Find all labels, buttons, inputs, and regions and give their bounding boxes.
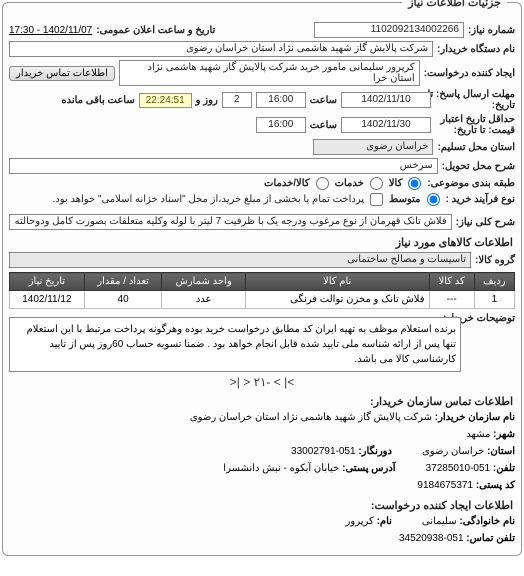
td-3: عدد bbox=[162, 291, 245, 309]
budget-row-label: طبقه بندی موضوعی: bbox=[427, 178, 515, 189]
radio-kala[interactable] bbox=[408, 177, 421, 190]
td-1: --- bbox=[429, 291, 474, 309]
c-addr: خیابان آبکوه - نبش دانشسرا bbox=[223, 463, 339, 474]
notes-label: توضیحات خریدار: bbox=[465, 313, 515, 324]
check-proc2[interactable] bbox=[370, 193, 383, 206]
need-text: فلاش تانک قهرمان از نوع مرغوب ودرجه یک ب… bbox=[9, 214, 452, 230]
contact-title: اطلاعات تماس سازمان خریدار: bbox=[11, 395, 513, 408]
creator-contact-title: اطلاعات ایجاد کننده درخواست: bbox=[11, 499, 513, 512]
th-5: تاریخ نیاز bbox=[10, 273, 85, 291]
req-no-field: 1102092134002266 bbox=[314, 22, 464, 38]
th-2: نام کالا bbox=[245, 273, 429, 291]
contact-button[interactable]: اطلاعات تماس خریدار bbox=[9, 66, 115, 81]
valid-time-field: 16:00 bbox=[256, 117, 306, 133]
opt-kala-khadmat: کالا/خدمات bbox=[264, 178, 310, 189]
timer-suffix: ساعت باقی مانده bbox=[61, 95, 134, 106]
c-fax-label: دورنگار: bbox=[358, 446, 392, 457]
panel-title: جزئیات اطلاعات نیاز bbox=[402, 0, 507, 9]
radio-khadmat[interactable] bbox=[370, 177, 383, 190]
opt-kala: کالا bbox=[389, 178, 403, 189]
c-tel-label: تلفن: bbox=[493, 463, 515, 474]
c-zip: 9184675371 bbox=[417, 480, 473, 491]
c-name-label: نام: bbox=[377, 516, 392, 527]
c-city: مشهد bbox=[466, 429, 490, 440]
countdown-timer: 22:24:51 bbox=[139, 93, 192, 108]
send-time-field: 16:00 bbox=[256, 92, 306, 108]
days-more-field: 2 bbox=[222, 92, 252, 108]
valid-date-field: 1402/11/30 bbox=[341, 117, 431, 133]
buyer-org-label: نام دستگاه خریدار: bbox=[437, 44, 515, 55]
c-prov-label: استان: bbox=[487, 446, 515, 457]
announce-label: تاریخ و ساعت اعلان عمومی: bbox=[96, 25, 215, 36]
valid-label: حداقل تاریخ اعتبار قیمت: تا تاریخ: bbox=[435, 114, 515, 136]
c-fax: 051-33002791 bbox=[291, 446, 356, 457]
req-no-label: شماره نیاز: bbox=[468, 25, 515, 36]
goods-table: ردیف کد کالا نام کالا واحد شمارش تعداد /… bbox=[9, 272, 515, 309]
deliv-label: شرح محل تحویل: bbox=[442, 161, 515, 172]
deliv-field: سرخس bbox=[9, 158, 438, 174]
loc-field: خراسان رضوی bbox=[313, 139, 433, 155]
c-prov: خراسان رضوی bbox=[422, 446, 484, 457]
c-org: شرکت پالایش گاز شهید هاشمی نژاد استان خر… bbox=[190, 412, 432, 423]
days-more-label: روز و bbox=[196, 95, 218, 106]
group-field: تاسیسات و مصالح ساختمانی bbox=[9, 252, 471, 268]
c-addr-label: آدرس پستی: bbox=[342, 463, 395, 474]
loc-label: استان محل تسلیم: bbox=[437, 142, 515, 153]
th-1: کد کالا bbox=[429, 273, 474, 291]
c-ctel-label: تلفن تماس: bbox=[466, 533, 515, 544]
c-fam-label: نام خانوادگی: bbox=[459, 516, 515, 527]
proc-opt1: متوسط bbox=[389, 194, 420, 205]
c-ctel: 051-34520938 bbox=[399, 533, 464, 544]
proc-label: نوع فرآیند خرید : bbox=[446, 194, 515, 205]
c-tel: 051-37285010 bbox=[426, 463, 491, 474]
table-row[interactable]: 1 --- فلاش تانک و مخزن توالت فرنگی عدد 4… bbox=[10, 291, 515, 309]
valid-time-label: ساعت bbox=[310, 120, 337, 131]
announce-value: 1402/11/07 - 17:30 bbox=[9, 25, 92, 36]
send-date-field: 1402/11/10 bbox=[341, 92, 431, 108]
td-2: فلاش تانک و مخزن توالت فرنگی bbox=[245, 291, 429, 309]
th-4: تعداد / مقدار bbox=[84, 273, 162, 291]
send-deadline-label: مهلت ارسال پاسخ: تا تاریخ: bbox=[435, 89, 515, 111]
creator-field: کرپرور سلیمانی مامور خرید شرکت پالایش گا… bbox=[119, 60, 420, 86]
need-label: شرح کلی نیاز: bbox=[456, 217, 515, 228]
group-label: گروه کالا: bbox=[475, 255, 515, 266]
proc-opt2: پرداخت تمام یا بخشی از مبلغ خرید،از محل … bbox=[53, 194, 365, 205]
radio-kala-khadmat[interactable] bbox=[316, 177, 329, 190]
c-name: کرپرور bbox=[346, 516, 374, 527]
radio-proc1[interactable] bbox=[427, 193, 440, 206]
td-0: 1 bbox=[474, 291, 514, 309]
buyer-org-field: شرکت پالایش گاز شهید هاشمی نژاد استان خر… bbox=[9, 41, 433, 57]
send-time-label: ساعت bbox=[310, 95, 337, 106]
opt-khadmat: خدمات bbox=[335, 178, 364, 189]
goods-section-title: اطلاعات کالاهای مورد نیاز bbox=[11, 236, 513, 249]
th-0: ردیف bbox=[474, 273, 514, 291]
c-city-label: شهر: bbox=[493, 429, 515, 440]
td-5: 1402/11/12 bbox=[10, 291, 85, 309]
c-zip-label: کد پستی: bbox=[476, 480, 515, 491]
th-3: واحد شمارش bbox=[162, 273, 245, 291]
notes-text: برنده استعلام موظف به تهیه ایران کد مطاب… bbox=[9, 317, 461, 372]
td-4: 40 bbox=[84, 291, 162, 309]
creator-label: ایجاد کننده درخواست: bbox=[424, 68, 515, 79]
pager[interactable]: >| > -۲۱ < |< bbox=[9, 375, 515, 389]
c-org-label: نام سازمان خریدار: bbox=[435, 412, 515, 423]
c-fam: سلیمانی bbox=[422, 516, 457, 527]
